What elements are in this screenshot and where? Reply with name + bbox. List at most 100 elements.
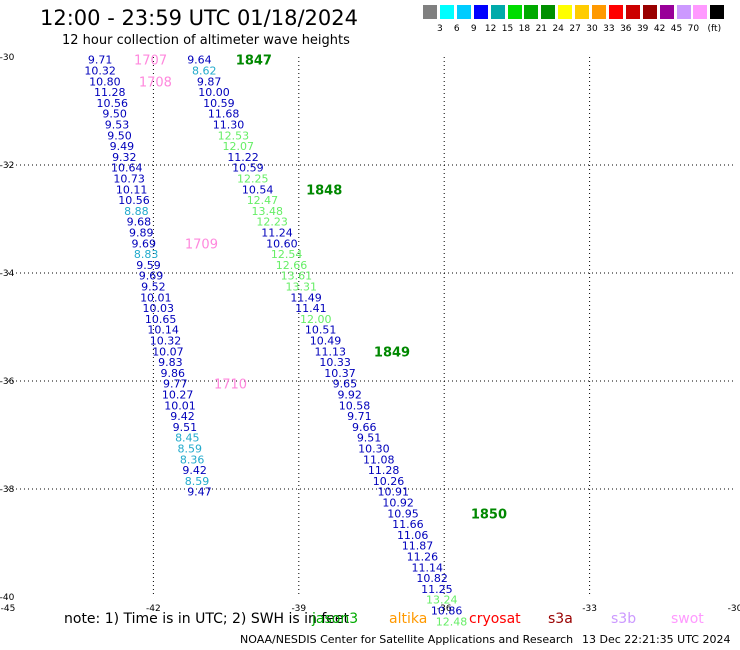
wave-height-point: 9.77 — [163, 378, 188, 391]
wave-height-point: 11.24 — [261, 227, 293, 240]
wave-height-point: 11.14 — [411, 561, 443, 574]
chart-title: 12:00 - 23:59 UTC 01/18/2024 — [40, 6, 358, 30]
y-tick-label: -34 — [0, 269, 15, 279]
wave-height-point: 11.28 — [94, 86, 126, 99]
color-scale-swatch — [710, 5, 725, 19]
wave-height-point: 9.49 — [110, 140, 135, 153]
wave-height-point: 11.26 — [407, 551, 439, 564]
wave-height-point: 8.83 — [134, 248, 159, 261]
color-scale-label: 18 — [518, 24, 531, 34]
time-label: 1848 — [306, 183, 342, 198]
wave-height-point: 11.25 — [421, 583, 453, 596]
color-scale-label: 15 — [501, 24, 514, 34]
wave-height-point: 12.23 — [256, 216, 288, 229]
wave-height-point: 13.31 — [285, 281, 317, 294]
wave-height-point: 8.62 — [192, 65, 217, 78]
wave-height-point: 11.22 — [227, 151, 259, 164]
wave-height-point: 11.66 — [392, 518, 424, 531]
x-tick-label: -45 — [1, 604, 16, 614]
wave-height-point: 10.65 — [145, 313, 177, 326]
color-scale-swatch — [625, 5, 640, 19]
color-scale-label: 36 — [620, 24, 632, 34]
wave-height-point: 10.56 — [118, 194, 150, 207]
wave-height-point: 10.07 — [152, 345, 184, 358]
wave-height-point: 9.68 — [127, 216, 152, 229]
mission-label: s3b — [611, 611, 637, 627]
color-scale-label: 30 — [586, 24, 598, 34]
wave-height-point: 8.59 — [178, 443, 203, 456]
time-label: 1709 — [185, 237, 218, 252]
wave-height-point: 11.28 — [368, 464, 400, 477]
color-scale-swatch — [676, 5, 691, 19]
mission-label: cryosat — [469, 611, 521, 627]
wave-height-point: 9.89 — [129, 227, 154, 240]
wave-height-point: 10.33 — [319, 356, 351, 369]
wave-height-point: 10.51 — [305, 324, 337, 337]
wave-height-point: 11.87 — [402, 540, 434, 553]
wave-height-point: 9.51 — [173, 421, 198, 434]
wave-height-point: 10.03 — [142, 302, 174, 315]
color-scale-swatch — [558, 5, 573, 19]
wave-height-point: 9.50 — [102, 108, 127, 121]
wave-height-point: 8.45 — [175, 432, 200, 445]
wave-height-point: 8.88 — [124, 205, 149, 218]
wave-height-point: 12.54 — [271, 248, 303, 261]
wave-height-point: 10.82 — [416, 572, 448, 585]
wave-height-point: 9.64 — [187, 54, 212, 67]
time-label: 1707 — [134, 54, 167, 69]
wave-height-point: 11.13 — [315, 345, 347, 358]
wave-height-point: 9.47 — [187, 486, 212, 499]
y-tick-label: -40 — [0, 593, 15, 603]
wave-height-point: 10.59 — [232, 162, 264, 175]
color-scale-label: 6 — [453, 24, 460, 34]
wave-height-point: 11.08 — [363, 453, 395, 466]
wave-height-point: 9.71 — [88, 54, 113, 67]
wave-height-point: 9.92 — [337, 389, 362, 402]
wave-height-point: 10.60 — [266, 237, 298, 250]
wave-height-point: 9.42 — [182, 464, 207, 477]
x-tick-label: -30 — [728, 604, 740, 614]
wave-height-point: 10.00 — [198, 86, 230, 99]
wave-height-point: 10.64 — [111, 162, 143, 175]
wave-height-point: 10.11 — [116, 183, 148, 196]
x-tick-label: -36 — [437, 604, 452, 614]
chart-subtitle: 12 hour collection of altimeter wave hei… — [62, 33, 350, 48]
wave-height-point: 8.36 — [180, 453, 205, 466]
wave-height-point: 9.66 — [352, 421, 377, 434]
wave-height-point: 9.69 — [139, 270, 164, 283]
color-scale-label: 3 — [437, 24, 443, 34]
y-tick-label: -30 — [0, 53, 15, 63]
color-scale-swatch — [524, 5, 539, 19]
footer-note: note: 1) Time is in UTC; 2) SWH is in fe… — [64, 611, 350, 627]
wave-height-point: 9.71 — [347, 410, 372, 423]
color-scale-swatch — [575, 5, 590, 19]
generation-timestamp: 13 Dec 22:21:35 UTC 2024 — [582, 633, 731, 646]
wave-height-point: 10.14 — [147, 324, 179, 337]
color-scale-label: 42 — [653, 24, 666, 34]
wave-height-point: 9.86 — [161, 367, 186, 380]
wave-height-point: 9.65 — [333, 378, 358, 391]
wave-height-point: 12.47 — [247, 194, 279, 207]
wave-height-point: 11.41 — [295, 302, 327, 315]
color-scale-label: 12 — [484, 24, 497, 34]
wave-height-point: 13.24 — [426, 594, 458, 607]
color-scale-label: 45 — [670, 24, 683, 34]
wave-height-point: 10.54 — [242, 183, 274, 196]
time-label: 1708 — [139, 75, 172, 90]
y-tick-label: -36 — [0, 377, 15, 387]
color-scale-label: 33 — [603, 24, 615, 34]
wave-height-point: 10.32 — [84, 65, 116, 78]
x-tick-label: -33 — [582, 604, 597, 614]
wave-height-point: 10.59 — [203, 97, 235, 110]
wave-height-point: 9.51 — [357, 432, 382, 445]
color-scale-label: 70 — [687, 24, 700, 34]
color-scale-swatch — [456, 5, 471, 19]
wave-height-point: 9.53 — [105, 119, 130, 132]
wave-height-point: 9.50 — [107, 129, 132, 142]
color-scale-swatch — [659, 5, 674, 19]
wave-height-point: 9.52 — [141, 281, 166, 294]
wave-height-point: 10.30 — [358, 443, 390, 456]
wave-height-point: 10.92 — [382, 497, 414, 510]
color-scale-label: 9 — [470, 24, 477, 34]
